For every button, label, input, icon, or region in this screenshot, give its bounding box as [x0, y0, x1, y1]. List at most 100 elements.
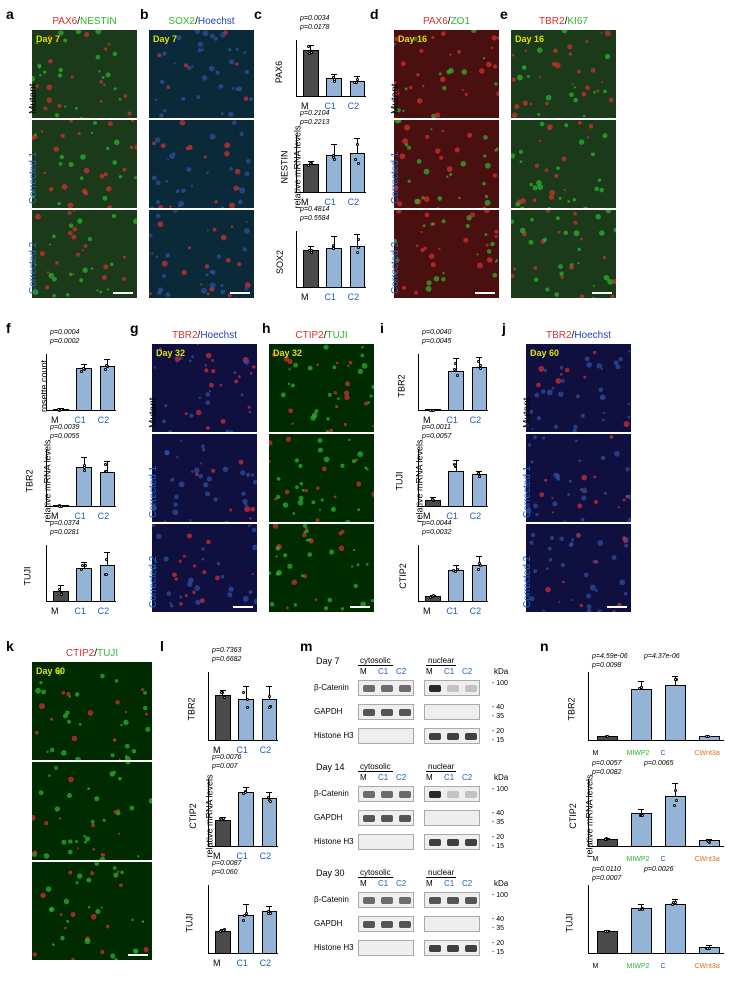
blot-frac-c-2: cytosolic	[358, 868, 393, 878]
errcap4-1	[638, 904, 644, 905]
errcap-2	[354, 234, 360, 235]
blot-lane: C2	[462, 773, 472, 782]
chart-TUJI: TUJIrelative mRNA levelsp=0.0057p=0.0011…	[396, 431, 490, 520]
pval1: p=0.5584	[300, 215, 329, 222]
micro-d-row1	[394, 120, 499, 208]
errcap-2	[476, 357, 482, 358]
micro-e-row0: Day 16	[511, 30, 616, 118]
blot-strip	[358, 916, 414, 932]
xtick4-3: CWnt3a	[695, 856, 720, 863]
bar-0	[303, 250, 319, 288]
xtick4-1: MIWP2	[627, 750, 650, 757]
blot-strip	[358, 810, 414, 826]
xtick-0: M	[213, 958, 221, 968]
blot-strip	[424, 940, 480, 956]
row-label-d-0: Mutant	[390, 83, 401, 114]
micro-k-row2	[32, 862, 152, 960]
xtick-0: M	[51, 606, 59, 616]
errcap-2	[354, 138, 360, 139]
blot-kda-hdr: kDa	[494, 667, 508, 676]
panel-label-d: d	[370, 6, 379, 22]
ylabel: TBR2	[567, 698, 577, 721]
pval2: p=0.0044	[422, 520, 451, 527]
pval1: p=0.0007	[592, 875, 621, 882]
row-label-a-1: Corrected 1	[28, 152, 39, 204]
errcap-1	[243, 904, 249, 905]
dot	[479, 367, 482, 370]
errcap-0	[308, 246, 314, 247]
blot-strip	[424, 704, 480, 720]
bar-1	[448, 471, 464, 507]
blot-row-2: Histone H3	[314, 943, 354, 952]
blot-lane: C2	[396, 667, 406, 676]
xtick-2: C2	[98, 606, 110, 616]
micro-j-row2	[526, 524, 631, 612]
pval3: p=0.0065	[644, 760, 673, 767]
pval1: p=0.0057	[422, 433, 451, 440]
bar4-1	[631, 689, 652, 741]
scalebar-g	[233, 606, 253, 608]
row-label-a-0: Mutant	[28, 83, 39, 114]
blot-lane: C1	[378, 773, 388, 782]
pval1: p=0.0281	[50, 529, 79, 536]
micro-d-row2	[394, 210, 499, 298]
blot-kda-hdr: kDa	[494, 879, 508, 888]
dot	[246, 706, 249, 709]
xtick-2: C2	[348, 197, 360, 207]
xtick-0: M	[423, 606, 431, 616]
band	[429, 733, 441, 740]
bar4-2	[665, 904, 686, 954]
band	[447, 791, 459, 798]
bar-0	[303, 164, 319, 193]
panel-label-j: j	[502, 320, 506, 336]
bar-2	[262, 798, 278, 847]
blot-row-1: GAPDH	[314, 813, 342, 822]
blot-kda: - 20	[492, 834, 504, 841]
dot	[357, 246, 360, 249]
row-label-a-2: Corrected 2	[28, 242, 39, 294]
errcap-1	[243, 686, 249, 687]
xtick-2: C2	[470, 606, 482, 616]
errcap-2	[266, 906, 272, 907]
errcap-1	[453, 565, 459, 566]
errcap-1	[331, 236, 337, 237]
pval2: p=0.0039	[50, 424, 79, 431]
blot-lane: M	[426, 667, 433, 676]
errcap-1	[81, 562, 87, 563]
xtick4-1: MIWP2	[627, 963, 650, 970]
micro-header-g: TBR2/Hoechst	[152, 330, 257, 341]
blot-kda: - 40	[492, 810, 504, 817]
chart-TBR2: TBR2p=0.0045p=0.0040MC1C2	[396, 336, 490, 425]
blot-strip	[424, 834, 480, 850]
day-label-k: Day 60	[36, 666, 65, 676]
ylabel: TUJI	[565, 913, 575, 932]
blot-strip	[424, 916, 480, 932]
errcap4-2	[672, 783, 678, 784]
band	[381, 815, 393, 822]
micro-h-row1	[269, 434, 374, 522]
bar-2	[350, 153, 366, 193]
micro-header-e: TBR2/KI67	[511, 16, 616, 27]
xtick-1: C1	[74, 606, 86, 616]
blot-lane: C2	[462, 667, 472, 676]
panel-label-k: k	[6, 638, 14, 654]
blot-lane: C1	[378, 667, 388, 676]
dot	[310, 249, 313, 252]
blot-lane: M	[360, 773, 367, 782]
micro-header-h: CTIP2/TUJI	[269, 330, 374, 341]
micro-j-row1	[526, 434, 631, 522]
ylabel-extra: relative mRNA levels	[205, 774, 215, 857]
band	[465, 897, 477, 904]
dot	[308, 52, 311, 55]
chart-TUJI: TUJIp=0.060p=0.0087MC1C2	[186, 867, 280, 968]
blot-frac-c-1: cytosolic	[358, 762, 393, 772]
blot-frac-n-1: nuclear	[426, 762, 456, 772]
pval2: p=0.0034	[300, 15, 329, 22]
chart-CTIP2: CTIP2relative mRNA levelsp=0.007p=0.0076…	[186, 761, 280, 862]
day-label-a: Day 7	[36, 34, 60, 44]
bar-0	[303, 50, 319, 98]
ylabel: CTIP2	[568, 803, 578, 829]
dot	[222, 929, 225, 932]
chart-TBR2: TBR2p=0.6682p=0.7363MC1C2	[186, 654, 280, 755]
pval1: p=0.0055	[50, 433, 79, 440]
